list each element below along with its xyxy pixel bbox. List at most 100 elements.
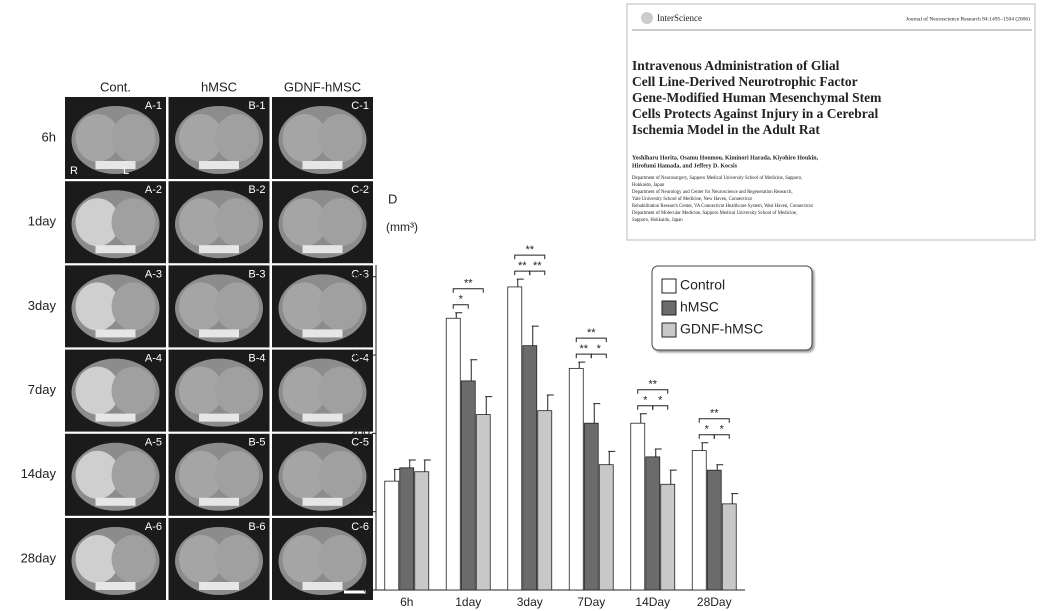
brain-right xyxy=(319,198,363,246)
sig-label: * xyxy=(643,395,648,407)
sig-label: ** xyxy=(648,379,657,391)
bar xyxy=(707,470,721,590)
brain-base xyxy=(303,414,343,422)
paper-affiliation: Yale University School of Medicine, New … xyxy=(632,197,752,202)
brain-base xyxy=(303,582,343,590)
bar xyxy=(538,411,552,590)
publisher: InterScience xyxy=(657,13,702,23)
panel-label: B-6 xyxy=(248,521,265,533)
brain-base xyxy=(199,329,239,337)
y-axis-label: (mm³) xyxy=(386,220,418,234)
brain-base xyxy=(199,498,239,506)
error-bar xyxy=(547,395,554,411)
brain-right xyxy=(215,535,259,583)
sig-label: ** xyxy=(579,343,588,355)
bar xyxy=(646,457,660,590)
bar xyxy=(476,415,490,590)
legend-label: GDNF-hMSC xyxy=(680,321,763,337)
legend-swatch xyxy=(662,301,676,315)
sig-label: ** xyxy=(533,260,542,272)
brain-right xyxy=(112,198,156,246)
brain-base xyxy=(303,329,343,337)
paper-authors: Hirofumi Hamada, and Jeffery D. Kocsis xyxy=(632,163,738,169)
x-tick-label: 1day xyxy=(455,595,481,609)
panel-label: B-1 xyxy=(248,100,265,112)
brain-base xyxy=(199,582,239,590)
column-label: hMSC xyxy=(201,79,237,94)
error-bar xyxy=(731,494,738,504)
journal: Journal of Neuroscience Research 84:1495… xyxy=(906,15,1030,22)
brain-right xyxy=(215,451,259,499)
panel-label: B-3 xyxy=(248,268,265,280)
paper-affiliation: Hokkaido, Japan xyxy=(632,183,665,188)
panel-label: B-4 xyxy=(248,353,265,365)
bar xyxy=(661,484,675,590)
y-tick-label: 200 xyxy=(350,426,370,440)
sig-label: ** xyxy=(587,327,596,339)
paper-affiliation: Department of Neurology and Center for N… xyxy=(632,190,793,195)
row-label: 6h xyxy=(42,129,56,144)
row-label: 7day xyxy=(28,382,57,397)
bar xyxy=(415,472,429,590)
brain-right xyxy=(319,282,363,330)
paper-affiliation: Department of Neurosurgery, Sapporo Medi… xyxy=(632,176,802,181)
sig-label: ** xyxy=(525,244,534,256)
y-tick-label: 300 xyxy=(350,347,370,361)
error-bar xyxy=(532,326,539,346)
paper-title: Cells Protects Against Injury in a Cereb… xyxy=(632,106,878,121)
paper-title: Intravenous Administration of Glial xyxy=(632,58,840,73)
error-bar xyxy=(517,279,524,287)
brain-right xyxy=(319,451,363,499)
brain-base xyxy=(96,161,136,169)
brain-base xyxy=(303,161,343,169)
panel-letter: D xyxy=(388,191,397,206)
bar xyxy=(584,423,598,590)
error-bar xyxy=(608,451,615,464)
panel-label: C-2 xyxy=(351,184,369,196)
sig-label: ** xyxy=(518,260,527,272)
y-tick-label: 400 xyxy=(350,269,370,283)
brain-right xyxy=(319,535,363,583)
publisher-logo xyxy=(641,12,653,24)
panel-label: A-1 xyxy=(145,100,162,112)
panel-label: A-6 xyxy=(145,521,162,533)
brain-base xyxy=(199,245,239,253)
sig-label: * xyxy=(720,424,725,436)
brain-base xyxy=(96,245,136,253)
brain-right xyxy=(112,282,156,330)
row-label: 1day xyxy=(28,214,57,229)
row-label: 14day xyxy=(21,466,57,481)
column-label: Cont. xyxy=(100,79,131,94)
error-bar xyxy=(424,460,431,472)
brain-right xyxy=(215,367,259,415)
paper-affiliation: Department of Molecular Medicine, Sappor… xyxy=(632,211,797,216)
row-label: 3day xyxy=(28,298,57,313)
error-bar xyxy=(593,404,600,424)
paper-authors: Yoshiharu Horita, Osamu Honmou, Kiminori… xyxy=(632,155,819,161)
x-tick-label: 3day xyxy=(517,595,543,609)
figure: Cont.hMSCGDNF-hMSC6hA-1B-1C-11dayA-2B-2C… xyxy=(0,0,1040,611)
brain-base xyxy=(96,414,136,422)
brain-base xyxy=(199,161,239,169)
bar xyxy=(523,346,537,590)
brain-base xyxy=(303,245,343,253)
legend-swatch xyxy=(662,279,676,293)
sig-label: ** xyxy=(464,278,473,290)
page: {"chart_data": {"type": "bar", "panel_le… xyxy=(0,0,1040,611)
brain-right xyxy=(215,198,259,246)
brain-base xyxy=(199,414,239,422)
legend-label: hMSC xyxy=(680,299,719,315)
legend-swatch xyxy=(662,323,676,337)
brain-right xyxy=(215,282,259,330)
bar xyxy=(722,504,736,590)
error-bar xyxy=(470,360,477,381)
bar xyxy=(446,318,460,590)
paper-affiliation: Sapporo, Hokkaido, Japan xyxy=(632,218,683,223)
panel-label: A-5 xyxy=(145,437,162,449)
y-tick-label: 100 xyxy=(350,504,370,518)
brain-base xyxy=(96,498,136,506)
x-tick-label: 28Day xyxy=(697,595,732,609)
y-tick-label: 0 xyxy=(363,582,370,596)
row-label: 28day xyxy=(21,550,57,565)
error-bar xyxy=(655,449,662,457)
